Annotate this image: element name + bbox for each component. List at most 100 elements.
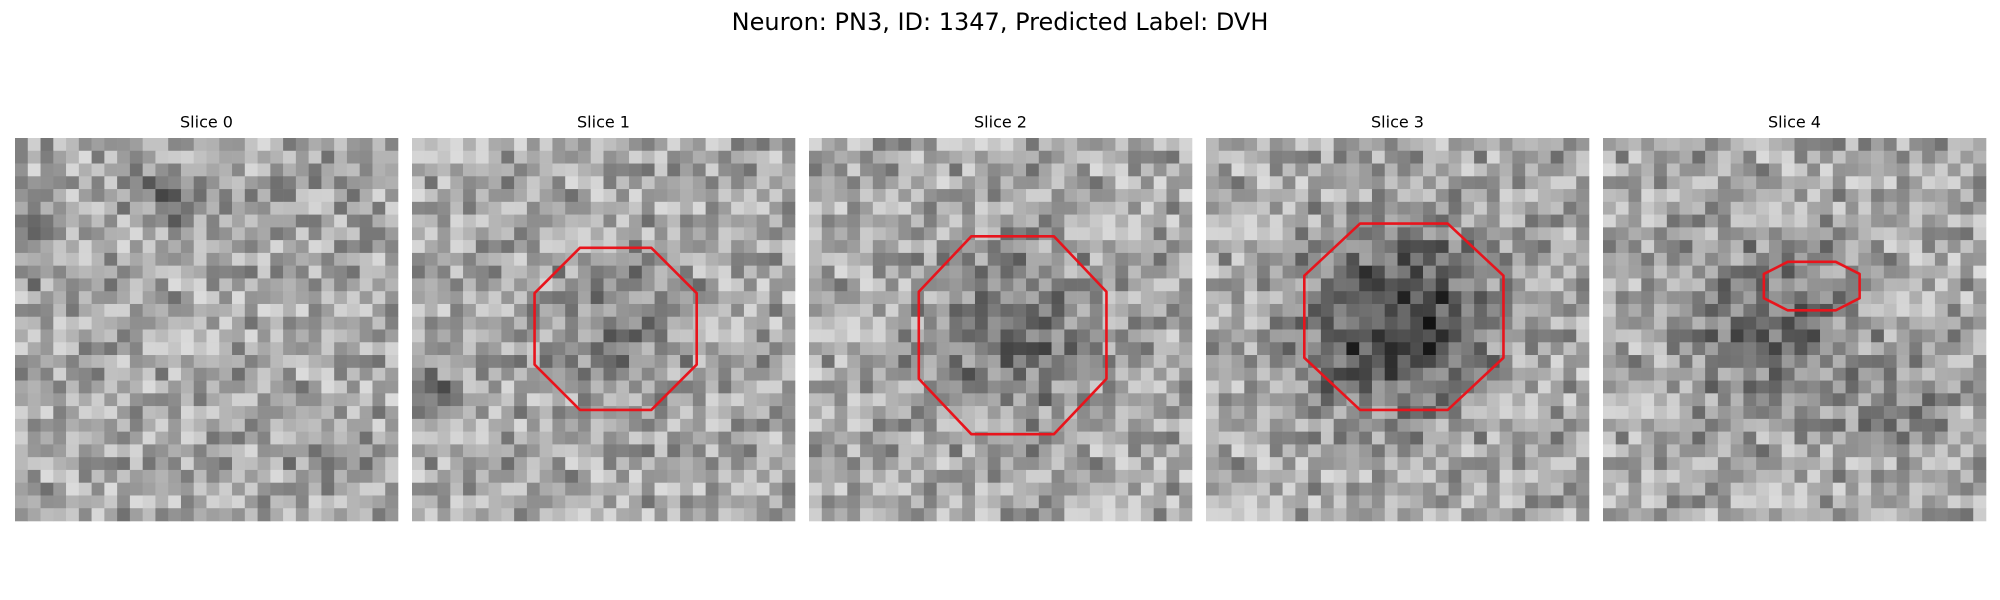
pixel — [1218, 214, 1232, 228]
pixel — [1512, 482, 1526, 496]
pixel — [1282, 444, 1296, 458]
pixel — [1563, 240, 1577, 254]
pixel — [1474, 227, 1488, 241]
pixel — [1654, 418, 1668, 432]
pixel — [1089, 329, 1103, 343]
pixel — [1654, 214, 1668, 228]
pixel — [539, 252, 553, 266]
pixel — [1218, 227, 1232, 241]
pixel — [475, 138, 489, 152]
pixel — [590, 189, 604, 203]
pixel — [641, 303, 655, 318]
pixel — [1666, 342, 1680, 356]
pixel — [860, 393, 874, 407]
pixel — [1781, 240, 1795, 254]
pixel — [1794, 240, 1808, 254]
pixel — [1320, 431, 1334, 445]
slice-image — [1206, 138, 1590, 522]
pixel — [872, 508, 886, 522]
pixel — [577, 418, 592, 432]
pixel — [1641, 176, 1655, 190]
pixel — [27, 189, 41, 203]
pixel — [463, 342, 477, 356]
pixel — [78, 201, 92, 215]
pixel — [334, 469, 348, 483]
pixel — [1768, 291, 1783, 305]
pixel — [488, 355, 502, 369]
pixel — [680, 138, 694, 152]
pixel — [1781, 316, 1795, 330]
pixel — [270, 457, 284, 471]
pixel — [244, 265, 258, 279]
pixel — [117, 469, 131, 483]
pixel — [346, 380, 360, 394]
pixel — [1883, 227, 1897, 241]
pixel — [1257, 469, 1271, 483]
pixel — [193, 227, 207, 241]
pixel — [104, 431, 118, 445]
pixel — [1909, 342, 1923, 356]
pixel — [295, 189, 309, 203]
pixel — [731, 163, 745, 177]
pixel — [1423, 342, 1437, 356]
pixel — [1166, 329, 1180, 343]
pixel — [1282, 495, 1296, 509]
pixel — [40, 431, 54, 445]
pixel — [1206, 163, 1220, 177]
pixel — [692, 444, 706, 458]
pixel — [321, 380, 335, 394]
pixel — [168, 252, 182, 266]
pixel — [142, 252, 156, 266]
pixel — [117, 457, 131, 471]
pixel — [385, 227, 399, 241]
pixel — [1077, 214, 1091, 228]
pixel — [1218, 189, 1232, 203]
pixel — [1064, 329, 1078, 343]
pixel — [129, 355, 143, 369]
pixel — [53, 367, 67, 381]
pixel — [1308, 457, 1322, 471]
pixel — [821, 150, 835, 164]
pixel — [1934, 329, 1948, 343]
pixel — [1512, 380, 1526, 394]
pixel — [616, 469, 630, 483]
pixel — [577, 265, 592, 279]
pixel — [1883, 291, 1897, 305]
pixel — [641, 329, 655, 343]
pixel — [40, 138, 54, 152]
pixel — [1153, 138, 1167, 152]
pixel — [514, 495, 528, 509]
pixel — [1628, 176, 1642, 190]
pixel — [936, 329, 950, 343]
pixel — [1423, 163, 1437, 177]
pixel — [974, 150, 989, 164]
pixel — [1218, 431, 1232, 445]
panel-title: Slice 3 — [1371, 113, 1424, 132]
pixel — [1461, 406, 1475, 420]
pixel — [1768, 214, 1783, 228]
pixel — [962, 189, 976, 203]
pixel — [514, 482, 528, 496]
pixel — [1166, 265, 1180, 279]
pixel — [1384, 189, 1398, 203]
pixel — [1359, 406, 1373, 420]
pixel — [1654, 431, 1668, 445]
pixel — [949, 265, 963, 279]
pixel — [308, 431, 322, 445]
pixel — [1615, 355, 1629, 369]
pixel — [117, 495, 131, 509]
pixel — [412, 342, 426, 356]
pixel — [680, 316, 694, 330]
pixel — [78, 189, 92, 203]
pixel — [155, 278, 169, 292]
pixel — [1628, 240, 1642, 254]
pixel — [1410, 138, 1424, 152]
pixel — [1206, 444, 1220, 458]
pixel — [1371, 431, 1386, 445]
pixel — [718, 393, 732, 407]
pixel — [692, 393, 706, 407]
pixel — [718, 240, 732, 254]
pixel — [667, 316, 681, 330]
pixel — [1692, 406, 1706, 420]
pixel — [898, 367, 912, 381]
